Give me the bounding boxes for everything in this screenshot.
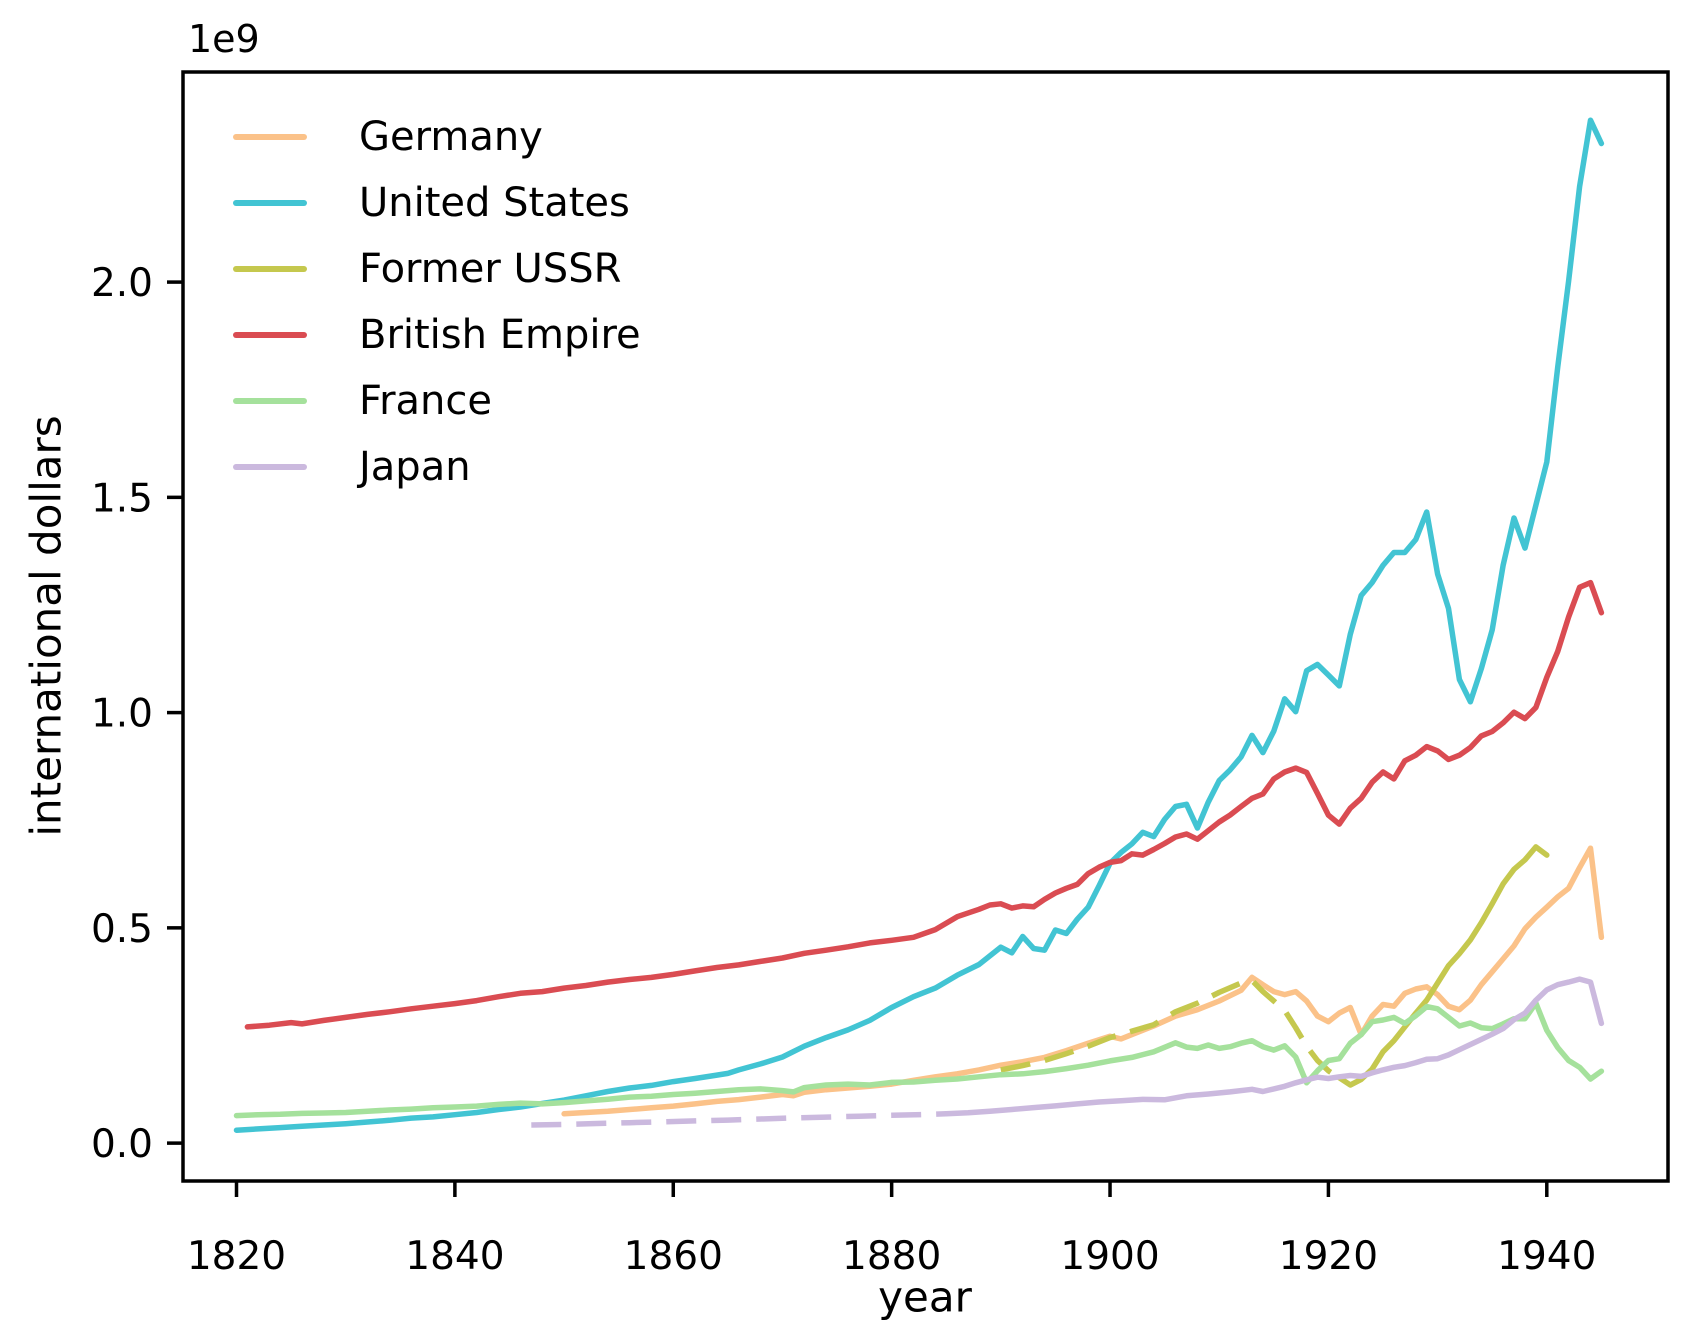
- x-tick-label: 1860: [624, 1234, 723, 1279]
- line-germany: [561, 845, 1605, 1117]
- line-japan-dashed: [531, 1111, 947, 1128]
- x-tick-label: 1940: [1497, 1234, 1596, 1279]
- legend-line-swatch: [233, 398, 307, 404]
- legend-label: British Empire: [359, 312, 641, 358]
- legend-line-swatch: [233, 332, 307, 338]
- line-france: [233, 1000, 1605, 1119]
- legend-item-united-states: United States: [233, 170, 641, 236]
- line-former-ussr-dashed: [1000, 977, 1341, 1081]
- legend: Germany United States Former USSR Britis…: [233, 104, 641, 500]
- x-tick-label: 1880: [842, 1234, 941, 1279]
- legend-line-swatch: [233, 266, 307, 272]
- y-axis-offset-label: 1e9: [188, 17, 260, 61]
- y-axis-title: international dollars: [21, 415, 71, 837]
- y-tick-label: 2.0: [91, 261, 153, 306]
- legend-label: Former USSR: [359, 246, 622, 292]
- y-tick-label: 1.0: [91, 692, 153, 737]
- legend-label: Japan: [359, 444, 471, 490]
- legend-item-france: France: [233, 368, 641, 434]
- line-british-empire: [244, 579, 1605, 1030]
- line-former-ussr: [1336, 844, 1550, 1088]
- legend-line-swatch: [233, 134, 307, 140]
- y-tick-label: 1.5: [91, 476, 153, 521]
- legend-label: United States: [359, 180, 630, 226]
- legend-item-british-empire: British Empire: [233, 302, 641, 368]
- legend-item-former-ussr: Former USSR: [233, 236, 641, 302]
- line-united-states: [233, 117, 1605, 1133]
- legend-item-japan: Japan: [233, 434, 641, 500]
- y-tick-label: 0.5: [91, 907, 153, 952]
- line-japan: [943, 976, 1605, 1117]
- x-axis-title: year: [878, 1272, 972, 1322]
- legend-line-swatch: [233, 200, 307, 206]
- y-tick-label: 0.0: [91, 1122, 153, 1167]
- legend-line-swatch: [233, 464, 307, 470]
- x-tick-label: 1920: [1279, 1234, 1378, 1279]
- plot-border: [181, 70, 1670, 1183]
- legend-label: France: [359, 378, 493, 424]
- x-tick-label: 1900: [1060, 1234, 1159, 1279]
- legend-item-germany: Germany: [233, 104, 641, 170]
- legend-label: Germany: [359, 114, 543, 160]
- x-tick-label: 1840: [405, 1234, 504, 1279]
- x-tick-label: 1820: [187, 1234, 286, 1279]
